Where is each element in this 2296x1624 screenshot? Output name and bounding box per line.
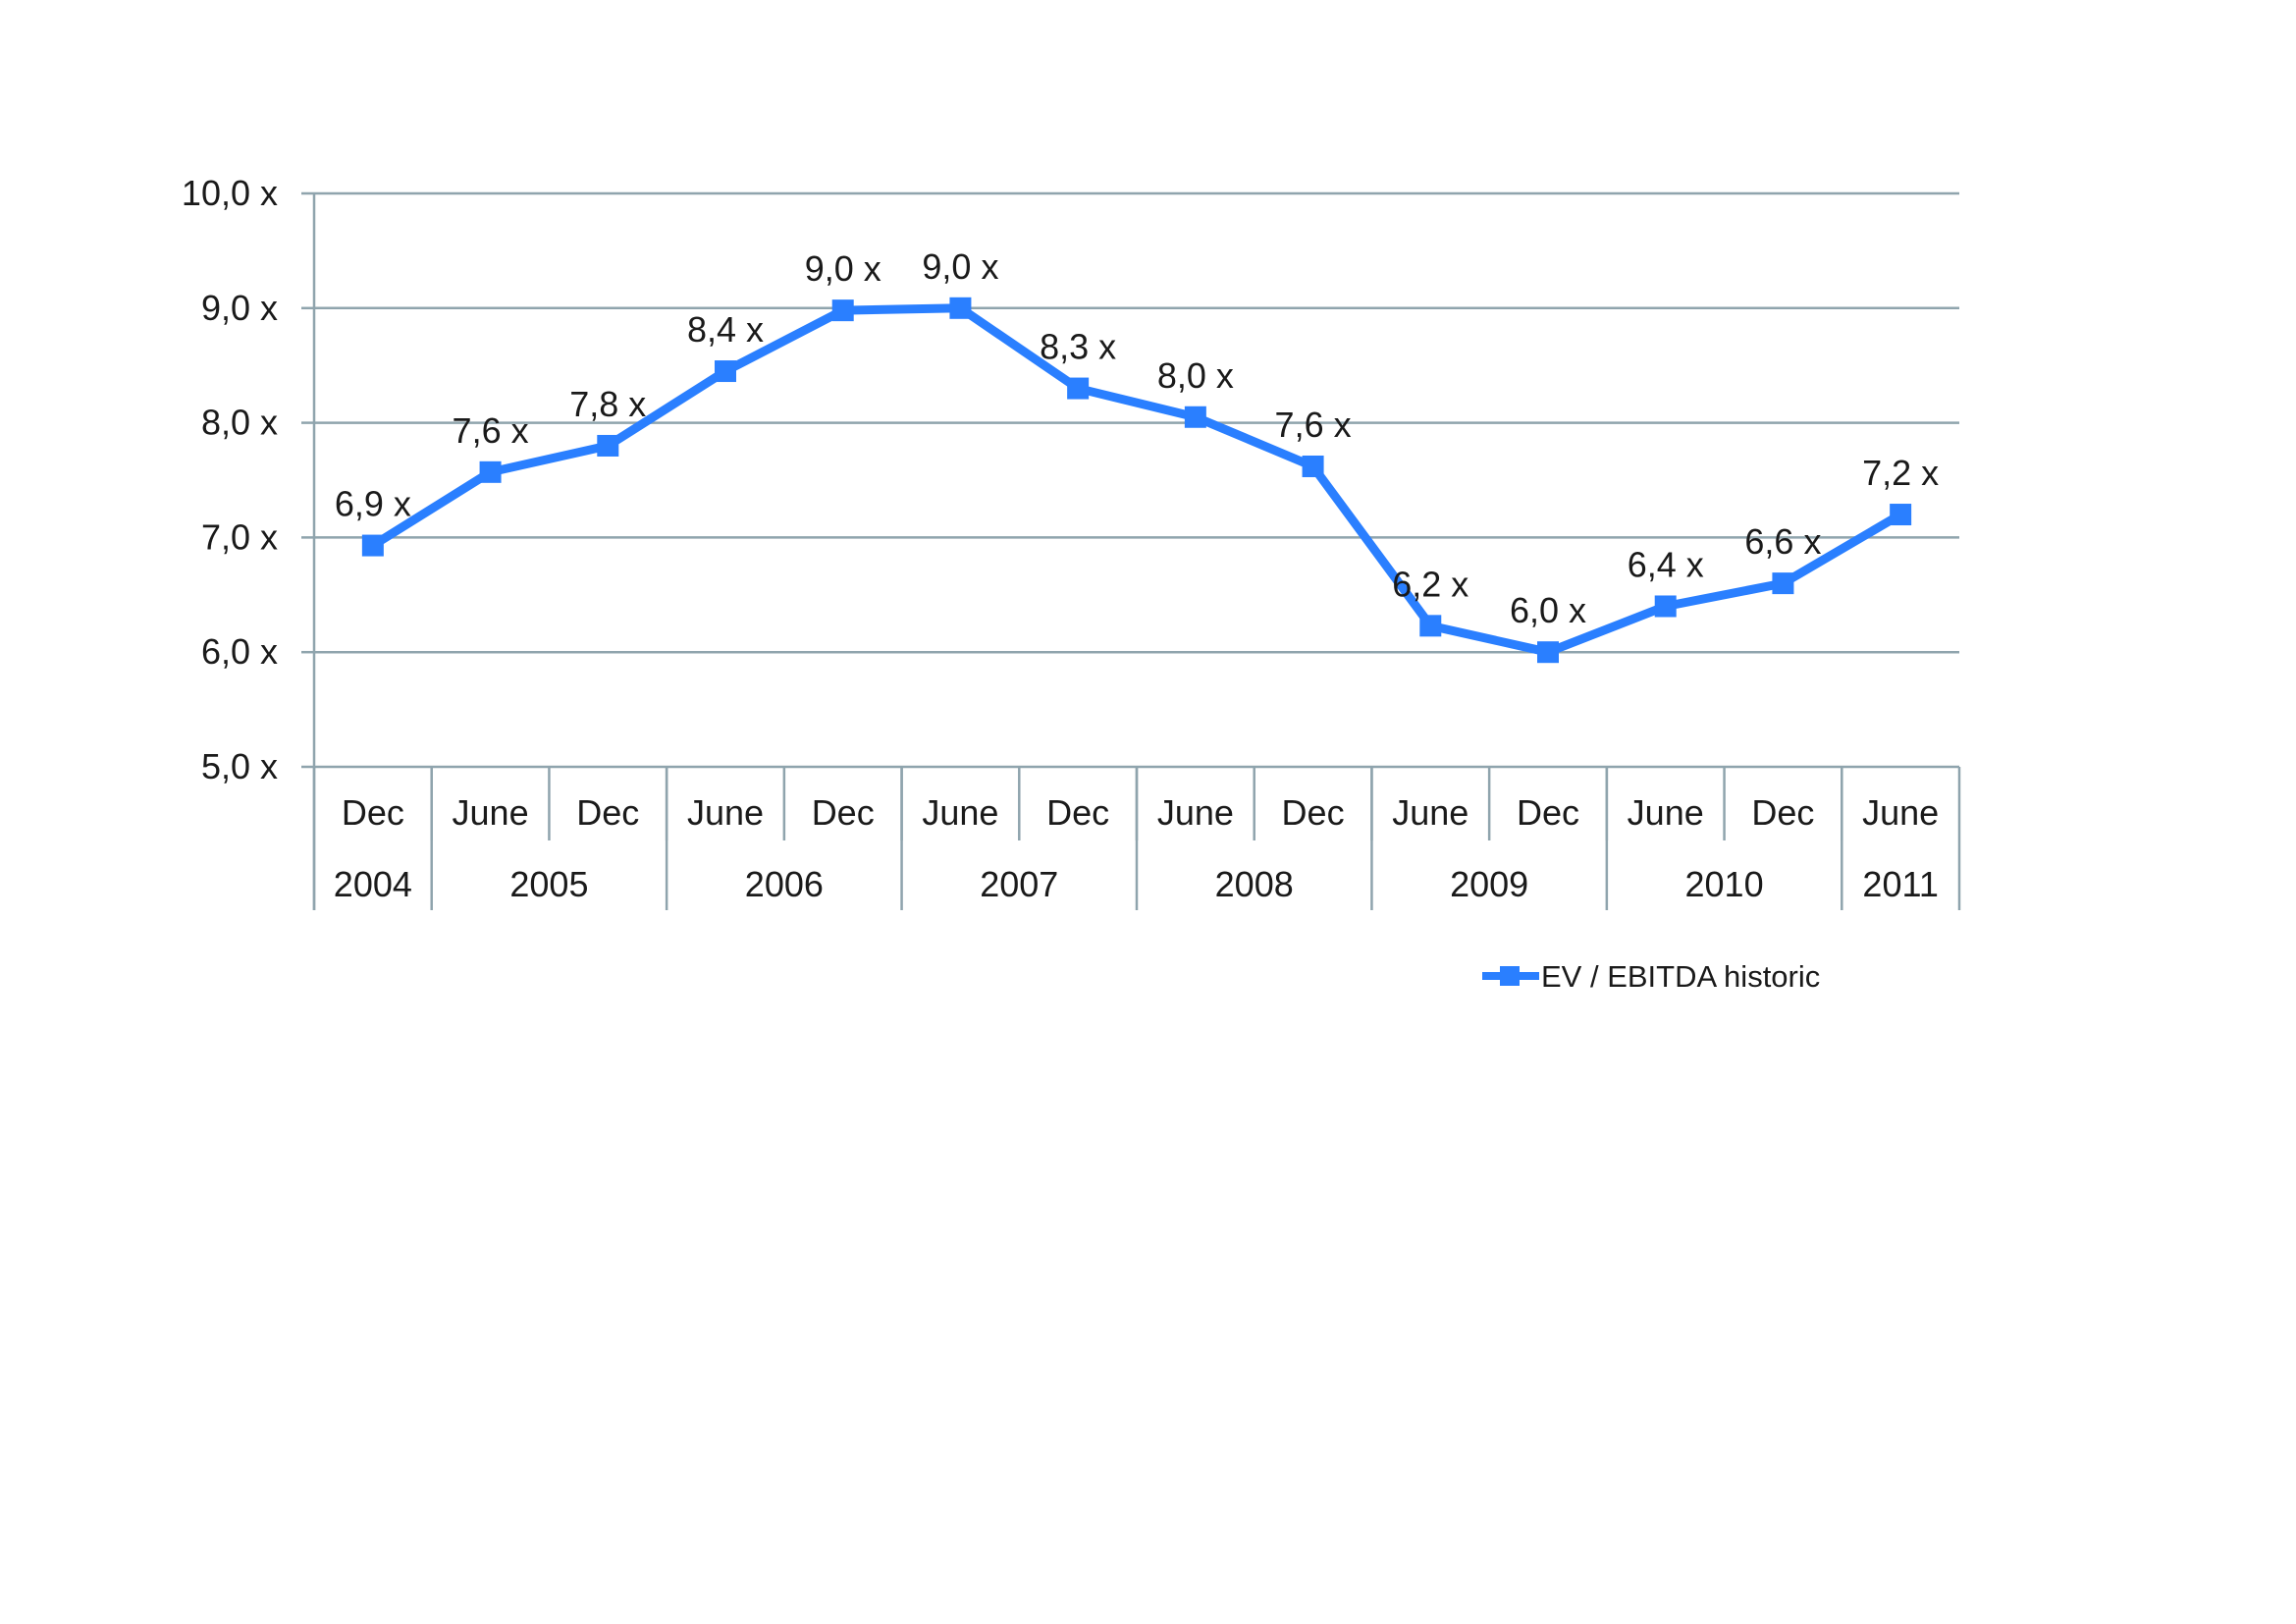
x-year-label: 2006 (745, 864, 824, 904)
data-label: 6,9 x (335, 484, 411, 524)
y-tick-label: 7,0 x (201, 516, 278, 557)
x-category-label: June (922, 792, 998, 833)
data-point-marker (1184, 406, 1206, 428)
x-category-label: June (1628, 792, 1704, 833)
x-category-label: Dec (812, 792, 875, 833)
x-year-label: 2007 (980, 864, 1058, 904)
data-label: 7,6 x (453, 410, 529, 451)
data-point-marker (1537, 641, 1559, 664)
x-year-label: 2004 (334, 864, 412, 904)
data-label: 7,2 x (1862, 453, 1939, 493)
data-point-marker (479, 460, 502, 483)
y-tick-label: 8,0 x (201, 403, 278, 443)
series-line (368, 303, 1905, 657)
data-point-marker (1302, 455, 1324, 477)
data-label: 6,4 x (1628, 544, 1704, 584)
x-category-label: June (1157, 792, 1234, 833)
data-point-marker (715, 360, 736, 383)
data-label: 9,0 x (922, 246, 998, 287)
y-tick-label: 6,0 x (201, 631, 278, 672)
y-tick-label: 5,0 x (201, 746, 278, 786)
data-label: 6,6 x (1744, 521, 1821, 562)
data-point-marker (1890, 504, 1912, 526)
data-label: 6,0 x (1510, 590, 1586, 630)
x-category-label: June (1862, 792, 1939, 833)
data-point-marker (1654, 595, 1677, 618)
data-point-marker (361, 534, 384, 557)
x-category-label: Dec (1751, 792, 1814, 833)
data-label: 9,0 x (805, 248, 881, 289)
x-year-label: 2008 (1215, 864, 1294, 904)
x-year-label: 2009 (1450, 864, 1528, 904)
data-label: 8,3 x (1040, 327, 1116, 367)
data-point-marker (831, 299, 854, 322)
data-point-marker (1067, 377, 1090, 400)
x-category-label: Dec (1282, 792, 1345, 833)
data-point-marker (949, 297, 972, 319)
x-year-label: 2011 (1862, 864, 1938, 904)
x-category-label: June (687, 792, 764, 833)
x-category-label: Dec (576, 792, 639, 833)
x-category-label: Dec (342, 792, 404, 833)
x-category-label: Dec (1517, 792, 1579, 833)
data-point-marker (1419, 615, 1442, 637)
y-tick-label: 10,0 x (182, 173, 278, 213)
data-label: 7,6 x (1275, 405, 1352, 445)
data-label: 7,8 x (569, 384, 646, 424)
x-category-label: Dec (1046, 792, 1109, 833)
data-label: 8,0 x (1157, 355, 1234, 396)
x-year-label: 2005 (509, 864, 588, 904)
x-category-label: June (453, 792, 529, 833)
legend-label: EV / EBITDA historic (1541, 959, 1820, 994)
data-point-marker (1772, 572, 1794, 595)
x-category-label: June (1392, 792, 1468, 833)
data-point-marker (597, 434, 619, 457)
x-year-label: 2010 (1685, 864, 1764, 904)
y-tick-label: 9,0 x (201, 288, 278, 328)
data-label: 8,4 x (687, 309, 764, 350)
data-label: 6,2 x (1392, 564, 1468, 604)
legend-marker (1500, 966, 1520, 986)
